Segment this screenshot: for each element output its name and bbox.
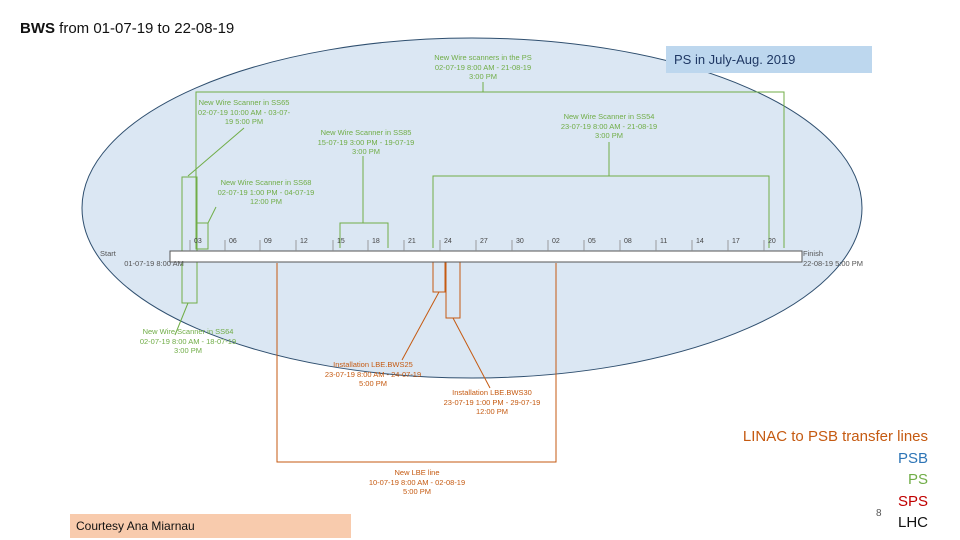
timeline-ticks <box>189 240 765 251</box>
task-name: New Wire Scanner in SS85 <box>320 128 412 137</box>
task-dates: 23-07-19 1:00 PM - 29-07-19 <box>443 397 541 407</box>
tick-label: 17 <box>732 238 740 245</box>
task-dates: 02-07-19 1:00 PM - 04-07-19 <box>217 187 315 197</box>
tick-label: 09 <box>264 238 272 245</box>
bws25-leader <box>401 291 440 361</box>
legend-item-psb: PSB <box>897 449 928 467</box>
task-time: 3:00 PM <box>469 72 497 81</box>
tick-label: 14 <box>696 238 704 245</box>
tick-label: 18 <box>372 238 380 245</box>
title-bold: BWS <box>20 20 55 37</box>
timeline-finish: Finish 22-08-19 5:00 PM <box>803 249 863 268</box>
task-name: New Wire scanners in the PS <box>434 53 532 62</box>
task-name: Installation LBE.BWS25 <box>333 360 413 369</box>
title-rest: from 01-07-19 to 22-08-19 <box>55 20 235 37</box>
ss54-top-bracket <box>432 175 770 248</box>
courtesy-box: Courtesy Ana Miarnau <box>70 514 351 538</box>
legend-item-linac: LINAC to PSB transfer lines <box>742 428 928 445</box>
ss68-leader <box>207 206 217 224</box>
task-time: 12:00 PM <box>249 197 283 206</box>
tick-label: 20 <box>768 238 776 245</box>
task-dates: 02-07-19 10:00 AM - 03-07- <box>197 107 291 117</box>
task-time: 19 5:00 PM <box>224 117 264 126</box>
lbe-line-bracket <box>276 263 557 463</box>
task-name: Installation LBE.BWS30 <box>452 388 532 397</box>
task-bws30: Installation LBE.BWS30 23-07-19 1:00 PM … <box>430 388 554 417</box>
legend-item-ps: PS <box>907 471 928 488</box>
task-time: 3:00 PM <box>595 131 623 140</box>
task-dates: 02-07-19 8:00 AM - 18-07-19 <box>139 336 237 346</box>
tick-label: 21 <box>408 238 416 245</box>
tick-label: 02 <box>552 238 560 245</box>
task-ss68: New Wire Scanner in SS68 02-07-19 1:00 P… <box>205 178 327 207</box>
task-time: 3:00 PM <box>352 147 380 156</box>
task-dates: 15-07-19 3:00 PM - 19-07-19 <box>317 137 415 147</box>
bws30-leader <box>452 317 491 389</box>
task-ss54-top: New Wire Scanner in SS54 23-07-19 8:00 A… <box>548 112 670 141</box>
task-time: 12:00 PM <box>475 407 509 416</box>
tick-label: 03 <box>194 238 202 245</box>
tick-label: 15 <box>337 238 345 245</box>
task-ps-scanners: New Wire scanners in the PS 02-07-19 8:0… <box>420 53 546 82</box>
task-lbe-line: New LBE line 10-07-19 8:00 AM - 02-08-19… <box>357 468 477 497</box>
ss64-leader <box>174 302 189 336</box>
ss65-leader <box>187 127 245 177</box>
task-dates: 10-07-19 8:00 AM - 02-08-19 <box>368 477 466 487</box>
task-time: 5:00 PM <box>359 379 387 388</box>
page-number: 8 <box>876 508 882 519</box>
legend-item-sps: SPS <box>897 492 928 510</box>
tick-label: 30 <box>516 238 524 245</box>
task-dates: 23-07-19 8:00 AM - 21-08-19 <box>560 121 658 131</box>
ps-scanners-connector <box>195 91 785 248</box>
legend: LINAC to PSB transfer lines PSB PS SPS L… <box>743 426 928 534</box>
ps-header-box: PS in July-Aug. 2019 <box>666 46 872 73</box>
start-label: Start <box>100 249 116 258</box>
task-dates: 23-07-19 8:00 AM - 24-07-19 <box>324 369 422 379</box>
task-ss64: New Wire Scanner in SS64 02-07-19 8:00 A… <box>128 327 248 356</box>
task-name: New Wire Scanner in SS68 <box>220 178 312 187</box>
task-name: New Wire Scanner in SS64 <box>142 327 234 336</box>
task-name: New Wire Scanner in SS65 <box>198 98 290 107</box>
ss85-bracket <box>339 222 389 248</box>
start-date: 01-07-19 8:00 AM <box>124 258 184 268</box>
tick-label: 24 <box>444 238 452 245</box>
task-time: 3:00 PM <box>174 346 202 355</box>
tick-label: 06 <box>229 238 237 245</box>
task-time: 5:00 PM <box>403 487 431 496</box>
task-ss85: New Wire Scanner in SS85 15-07-19 3:00 P… <box>306 128 426 157</box>
tick-label: 05 <box>588 238 596 245</box>
tick-label: 08 <box>624 238 632 245</box>
tick-label: 11 <box>660 238 668 245</box>
finish-date: 22-08-19 5:00 PM <box>803 258 864 268</box>
tick-label: 27 <box>480 238 488 245</box>
timeline-start: Start 01-07-19 8:00 AM <box>100 249 184 268</box>
tick-label: 12 <box>300 238 308 245</box>
task-ss65: New Wire Scanner in SS65 02-07-19 10:00 … <box>188 98 300 127</box>
task-dates: 02-07-19 8:00 AM - 21-08-19 <box>434 62 532 72</box>
ss65-bar-group <box>181 176 198 304</box>
task-name: New Wire Scanner in SS54 <box>563 112 655 121</box>
finish-label: Finish <box>803 249 824 258</box>
task-bws25: Installation LBE.BWS25 23-07-19 8:00 AM … <box>312 360 434 389</box>
legend-item-lhc: LHC <box>897 514 928 531</box>
page-title: BWS from 01-07-19 to 22-08-19 <box>20 20 234 37</box>
ss68-bar-group <box>195 222 209 250</box>
timeline-bar <box>169 250 803 263</box>
task-name: New LBE line <box>394 468 440 477</box>
